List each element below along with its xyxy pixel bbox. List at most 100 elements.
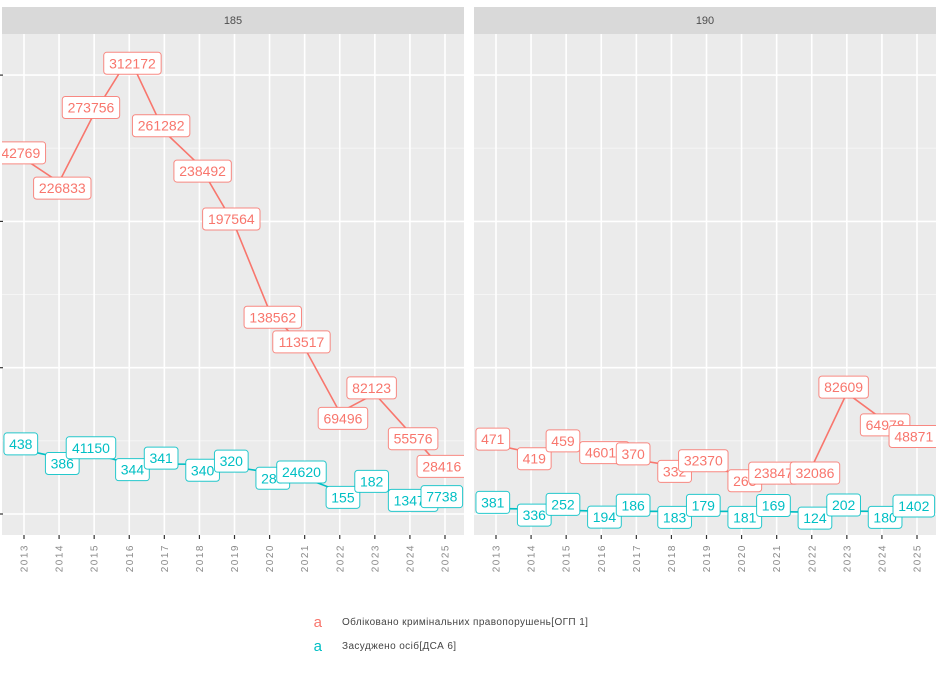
x-tick-label: 2016 — [125, 544, 136, 572]
data-label-text: 312172 — [109, 55, 156, 71]
data-label-text: 82609 — [824, 379, 863, 395]
legend-label-convicted-persons: Засуджено осіб[ДСА 6] — [342, 640, 457, 652]
x-tick-label: 2018 — [667, 544, 678, 572]
data-label-box — [65, 436, 117, 460]
data-label-box — [317, 406, 369, 430]
data-label-box — [346, 376, 397, 400]
data-label-text: 7738 — [426, 489, 457, 505]
data-label-text: 238492 — [179, 163, 226, 179]
data-label-box — [587, 505, 622, 529]
data-label: 124 — [797, 506, 833, 530]
data-label: 48871 — [888, 425, 936, 449]
data-label-text: 320 — [220, 453, 244, 469]
panel-185: 185 2013 2014 2015 2016 2017 2018 2019 2020 2021 2… — [1, 7, 464, 572]
legend-label-registered-offenses: Обліковано кримінальних правопорушень[ОГ… — [342, 616, 589, 628]
data-label-box — [325, 485, 361, 509]
data-label: 261282 — [131, 114, 191, 138]
x-tick-label: 2024 — [405, 544, 416, 572]
data-label-box — [2, 141, 47, 165]
data-label-text: 69496 — [323, 410, 362, 426]
data-label-text: 55576 — [394, 431, 433, 447]
data-label: 24620 — [276, 460, 327, 484]
data-label: 186 — [615, 493, 651, 517]
data-label-text: 419 — [523, 451, 547, 467]
data-label: 7738 — [420, 485, 464, 509]
data-label-text: 336 — [523, 507, 547, 523]
data-label-box — [892, 494, 936, 518]
data-label-box — [354, 469, 389, 493]
data-label: 32086 — [789, 461, 841, 485]
x-tick-label: 2020 — [737, 544, 748, 572]
data-label: 471 — [475, 427, 511, 451]
x-tick-label: 2019 — [230, 544, 241, 572]
data-label: 181 — [727, 505, 763, 529]
legend-item-convicted-persons[interactable]: a Засуджено осіб[ДСА 6] — [306, 634, 588, 658]
x-tick-label: 2013 — [492, 544, 503, 572]
x-tick-label: 2021 — [300, 544, 311, 572]
data-label-box — [416, 454, 464, 478]
data-label-text: 183 — [663, 509, 687, 525]
data-label-box — [3, 432, 39, 456]
data-label-text: 28416 — [422, 458, 461, 474]
data-label-text: 273756 — [68, 99, 115, 115]
data-label-text: 1402 — [898, 498, 929, 514]
data-label-box — [173, 159, 232, 183]
data-label-box — [888, 425, 936, 449]
data-label: 370 — [615, 442, 651, 466]
data-label-text: 42769 — [1, 145, 40, 161]
data-label: 23847 — [748, 461, 799, 485]
data-label: 183 — [657, 505, 692, 529]
x-tick-label: 2023 — [370, 544, 381, 572]
legend-item-registered-offenses[interactable]: a Обліковано кримінальних правопорушень[… — [306, 610, 588, 634]
x-tick-label: 2017 — [160, 544, 171, 572]
x-tick-label: 2016 — [597, 544, 608, 572]
data-label-box — [213, 449, 249, 473]
data-label-box — [657, 505, 692, 529]
data-label: 419 — [516, 447, 552, 471]
data-label-box — [516, 447, 552, 471]
data-label-text: 179 — [692, 497, 716, 513]
x-tick-label: 2023 — [842, 544, 853, 572]
x-tick-label: 2025 — [441, 544, 452, 572]
data-label: 252 — [545, 492, 581, 516]
x-tick-label: 2021 — [772, 544, 783, 572]
data-label: 340 — [185, 458, 220, 482]
data-label-text: 138562 — [249, 309, 296, 325]
data-label-text: 124 — [803, 510, 827, 526]
x-tick-label: 2020 — [265, 544, 276, 572]
data-label-text: 340 — [191, 462, 215, 478]
panel-strip — [2, 7, 464, 34]
data-label-text: 82123 — [352, 380, 391, 396]
data-label-text: 344 — [121, 462, 145, 478]
data-label: 138562 — [243, 305, 302, 329]
data-label-box — [826, 493, 861, 517]
data-label: 32370 — [678, 449, 729, 473]
data-label: 64978 — [859, 413, 911, 437]
data-label: 194 — [587, 505, 622, 529]
data-label-text: 202 — [832, 497, 856, 513]
data-label-text: 386 — [51, 456, 75, 472]
data-label-text: 197564 — [208, 211, 255, 227]
data-label-text: 471 — [481, 431, 505, 447]
data-label-text: 181 — [733, 509, 757, 525]
data-label-text: 169 — [762, 498, 786, 514]
series-registered-offenses: 42769 226833 273756 312172 261282 238492 19756… — [1, 51, 464, 478]
data-label-box — [475, 427, 511, 451]
data-label: 155 — [325, 485, 361, 509]
data-label: 273756 — [61, 95, 121, 119]
x-tick-label: 2014 — [55, 544, 66, 572]
data-label-box — [387, 427, 439, 451]
series-convicted-persons: 4383864115034434134032028524620155182134… — [3, 432, 464, 512]
data-label: 82123 — [346, 376, 397, 400]
data-label-box — [756, 494, 791, 518]
data-label-box — [420, 485, 464, 509]
data-label-box — [818, 375, 869, 399]
data-label: 197564 — [202, 207, 261, 231]
data-label: 113517 — [272, 330, 331, 354]
data-label-text: 23847 — [754, 465, 793, 481]
data-label-box — [272, 330, 331, 354]
data-label-box — [615, 442, 651, 466]
